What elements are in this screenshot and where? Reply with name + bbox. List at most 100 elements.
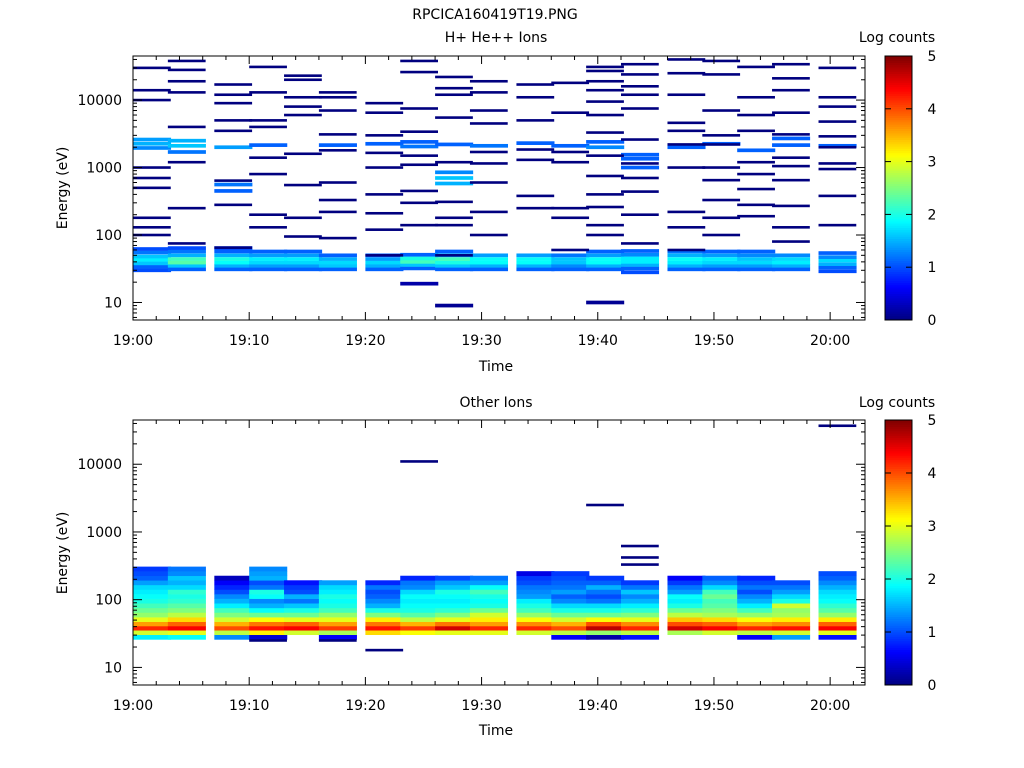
heatmap-line <box>621 190 659 193</box>
heatmap-line <box>586 88 624 92</box>
colorbar-segment <box>885 218 912 222</box>
heatmap-cell <box>667 612 706 618</box>
heatmap-line <box>818 223 857 227</box>
heatmap-cell <box>621 598 660 604</box>
heatmap-cell <box>586 257 625 261</box>
heatmap-cell <box>621 165 660 170</box>
colorbar-segment <box>885 161 912 165</box>
colorbar-segment <box>885 251 912 255</box>
colorbar-segment <box>885 563 912 567</box>
heatmap-line <box>318 149 357 152</box>
heatmap-cell <box>621 266 660 271</box>
colorbar-frame <box>884 55 913 321</box>
colorbar-segment <box>885 84 912 88</box>
colorbar-segment <box>885 262 912 266</box>
heatmap-cell <box>551 571 590 577</box>
colorbar-segment <box>885 278 912 281</box>
heatmap-cell <box>318 607 357 613</box>
heatmap-cell <box>551 143 590 148</box>
heatmap-cell <box>516 607 555 613</box>
colorbar-segment <box>885 468 912 472</box>
colorbar-segment <box>885 229 912 233</box>
colorbar-segment <box>885 113 912 116</box>
heatmap-line <box>551 111 590 114</box>
heatmap-cell <box>737 267 776 272</box>
colorbar-segment <box>885 238 912 242</box>
heatmap-line <box>516 83 555 86</box>
colorbar-segment <box>885 601 912 604</box>
heatmap-cell <box>167 589 206 595</box>
heatmap-cell <box>516 603 555 609</box>
heatmap-cell <box>469 621 509 627</box>
colorbar-segment <box>885 295 912 299</box>
heatmap-line <box>214 203 253 207</box>
heatmap-cell <box>667 589 706 595</box>
colorbar-segment <box>885 271 912 275</box>
heatmap-cell <box>818 589 857 595</box>
heatmap-line <box>621 107 659 110</box>
heatmap-line <box>435 75 473 79</box>
heatmap-cell <box>167 612 206 618</box>
colorbar-segment <box>885 567 912 571</box>
panel-title: Other Ions <box>459 395 532 411</box>
heatmap-cell <box>621 612 660 618</box>
colorbar-segment <box>885 486 912 489</box>
heatmap-cell <box>818 594 857 599</box>
heatmap-line <box>318 210 357 214</box>
colorbar-segment <box>885 177 912 180</box>
heatmap-line <box>365 134 404 137</box>
colorbar-segment <box>885 152 912 156</box>
heatmap-cell <box>214 580 253 586</box>
heatmap-line <box>435 116 473 119</box>
heatmap-line <box>365 228 404 231</box>
colorbar-tick-label: 4 <box>928 102 937 118</box>
heatmap-line <box>249 91 287 94</box>
colorbar-segment <box>885 298 912 301</box>
colorbar-segment <box>885 102 912 105</box>
heatmap-cell <box>133 589 172 595</box>
x-axis-label: Time <box>478 723 513 739</box>
heatmap-cell <box>737 617 776 622</box>
colorbar-segment <box>885 254 912 257</box>
colorbar-segment <box>885 605 912 609</box>
heatmap-cell <box>249 257 288 261</box>
heatmap-cell <box>667 603 706 609</box>
heatmap-cell <box>365 141 404 146</box>
heatmap-cell <box>737 589 776 595</box>
heatmap-cell <box>167 621 206 627</box>
colorbar-segment <box>885 554 912 558</box>
colorbar-segment <box>885 466 912 469</box>
heatmap-cell <box>586 621 625 627</box>
heatmap-cell <box>249 594 288 599</box>
heatmap-cell <box>586 594 625 599</box>
colorbar-segment <box>885 523 912 527</box>
heatmap-cell <box>167 257 206 261</box>
heatmap-cell <box>435 575 474 581</box>
heatmap-line <box>818 120 857 123</box>
colorbar-segment <box>885 291 912 294</box>
colorbar-segment <box>885 552 912 556</box>
colorbar-segment <box>885 638 912 642</box>
heatmap-cell <box>667 617 706 622</box>
x-tick-label: 19:40 <box>578 698 618 714</box>
heatmap-line <box>621 162 659 165</box>
heatmap-cell <box>365 263 404 268</box>
colorbar-segment <box>885 210 912 213</box>
heatmap-cell <box>284 630 323 636</box>
heatmap-cell <box>818 265 857 270</box>
heatmap-cell <box>284 598 323 604</box>
heatmap-line <box>621 242 659 245</box>
heatmap-cell <box>586 625 625 631</box>
colorbar-segment <box>885 64 912 68</box>
heatmap-cell <box>516 263 555 268</box>
heatmap-cell <box>667 145 706 150</box>
heatmap-cell <box>365 598 404 604</box>
heatmap-line <box>318 91 357 94</box>
colorbar-segment <box>885 170 912 173</box>
heatmap-cell <box>551 594 590 599</box>
heatmap-line <box>586 154 624 157</box>
heatmap-line <box>167 206 206 210</box>
colorbar-segment <box>885 539 912 542</box>
colorbar-segment <box>885 179 912 182</box>
